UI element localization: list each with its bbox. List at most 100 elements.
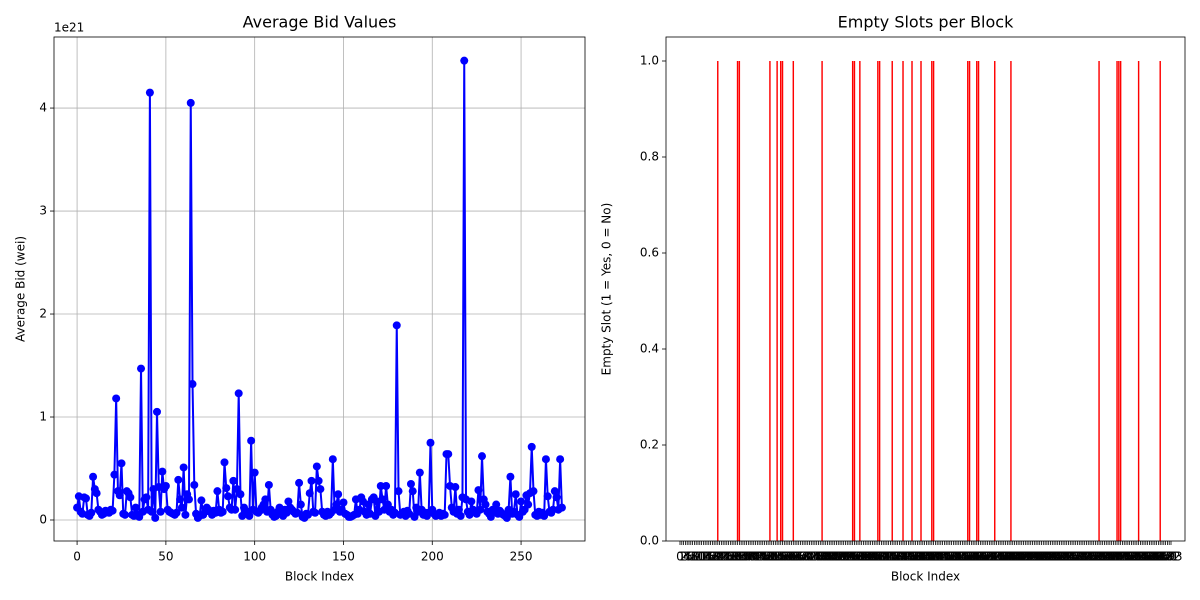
y-tick-label: 0.2 [640, 438, 659, 452]
data-point [89, 472, 98, 481]
data-point [392, 321, 401, 330]
data-point [245, 511, 254, 520]
x-tick-label: 249 [1116, 550, 1139, 564]
bar [976, 61, 978, 541]
x-tick-label: 54 [769, 550, 784, 564]
data-point [550, 487, 559, 496]
data-point [117, 459, 126, 468]
bar [911, 61, 913, 541]
x-tick-label: 70 [798, 550, 813, 564]
x-tick-label: 17 [703, 550, 718, 564]
x-tick-label: 170 [974, 550, 997, 564]
data-point [460, 56, 469, 65]
x-tick-label: 237 [1095, 550, 1118, 564]
x-tick-label: 111 [868, 550, 891, 564]
x-tick-label: 128 [899, 550, 922, 564]
x-tick-label: 139 [919, 550, 942, 564]
x-tick-label: 202 [1032, 550, 1055, 564]
x-tick-label: 208 [1043, 550, 1066, 564]
x-tick-label: 203 [1034, 550, 1057, 564]
data-point [296, 500, 305, 509]
data-point [142, 493, 151, 502]
x-tick-label: 241 [1102, 550, 1125, 564]
x-axis-label: Block Index [891, 570, 960, 584]
x-tick-label: 19 [707, 550, 722, 564]
x-tick-label: 184 [999, 550, 1022, 564]
x-tick-label: 200 [421, 550, 444, 564]
x-tick-label: 225 [1073, 550, 1096, 564]
data-point [492, 500, 501, 509]
x-tick-label: 251 [1120, 550, 1143, 564]
y-tick-label: 1.0 [640, 54, 659, 68]
x-tick-label: 105 [857, 550, 880, 564]
x-tick-label: 11 [692, 550, 707, 564]
x-tick-label: 242 [1104, 550, 1127, 564]
x-tick-label: 3 [682, 550, 690, 564]
data-point [229, 476, 238, 485]
x-tick-label: 262 [1140, 550, 1163, 564]
x-tick-label: 177 [987, 550, 1010, 564]
bar [736, 61, 739, 541]
data-point [543, 492, 552, 501]
x-tick-label: 150 [938, 550, 961, 564]
x-tick-label: 28 [723, 550, 738, 564]
x-tick-label: 260 [1136, 550, 1159, 564]
x-tick-label: 259 [1134, 550, 1157, 564]
x-tick-label: 20 [708, 550, 723, 564]
data-point [474, 486, 483, 495]
x-tick-label: 172 [978, 550, 1001, 564]
data-point [218, 507, 227, 516]
x-tick-label: 221 [1066, 550, 1089, 564]
x-tick-label: 162 [960, 550, 983, 564]
data-point [197, 496, 206, 505]
x-tick-label: 65 [789, 550, 804, 564]
x-tick-label: 21 [710, 550, 725, 564]
data-point [456, 511, 465, 520]
y-tick-label: 4 [39, 101, 47, 115]
x-tick-label: 155 [947, 550, 970, 564]
x-tick-label: 244 [1107, 550, 1130, 564]
x-tick-label: 168 [971, 550, 994, 564]
x-tick-label: 24 [716, 550, 731, 564]
bar [779, 61, 782, 541]
x-tick-label: 240 [1100, 550, 1123, 564]
x-tick-label: 129 [901, 550, 924, 564]
data-point [181, 510, 190, 519]
x-tick-label: 0 [73, 550, 81, 564]
bar [994, 61, 996, 541]
x-tick-label: 261 [1138, 550, 1161, 564]
x-tick-label: 50 [158, 550, 173, 564]
x-tick-label: 248 [1115, 550, 1138, 564]
x-tick-label: 113 [872, 550, 895, 564]
x-tick-label: 195 [1019, 550, 1042, 564]
data-point [454, 505, 463, 514]
x-tick-label: 271 [1156, 550, 1179, 564]
x-tick-label: 100 [243, 550, 266, 564]
x-tick-label: 106 [859, 550, 882, 564]
x-tick-label: 101 [850, 550, 873, 564]
bar [977, 61, 980, 541]
data-point [332, 500, 341, 509]
x-tick-label: 226 [1075, 550, 1098, 564]
y-tick-label: 2 [39, 307, 47, 321]
x-tick-label: 76 [809, 550, 824, 564]
x-tick-label: 135 [911, 550, 934, 564]
x-tick-label: 31 [728, 550, 743, 564]
x-tick-label: 42 [748, 550, 763, 564]
x-tick-label: 16 [701, 550, 716, 564]
x-tick-label: 140 [920, 550, 943, 564]
x-tick-label: 64 [787, 550, 802, 564]
x-tick-label: 69 [796, 550, 811, 564]
x-tick-label: 159 [955, 550, 978, 564]
x-tick-label: 38 [741, 550, 756, 564]
bar [717, 61, 719, 541]
x-tick-label: 98 [849, 550, 864, 564]
x-tick-label: 232 [1086, 550, 1109, 564]
data-point [552, 493, 561, 502]
x-tick-label: 5 [685, 550, 693, 564]
data-point [541, 455, 550, 464]
bar [902, 61, 904, 541]
x-axis-label: Block Index [285, 570, 354, 584]
x-tick-label: 39 [743, 550, 758, 564]
data-point [184, 495, 193, 504]
